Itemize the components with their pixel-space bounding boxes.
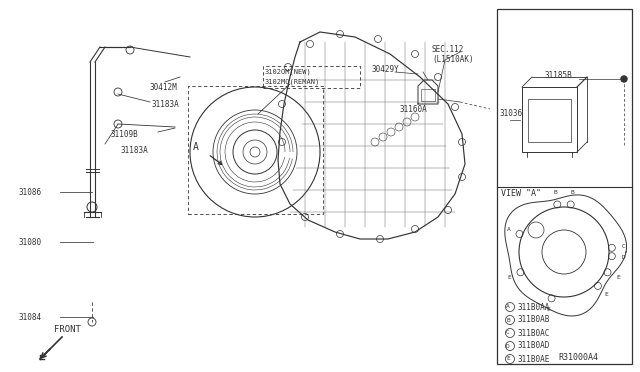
Text: A: A	[193, 142, 199, 152]
Text: 30429Y: 30429Y	[372, 64, 400, 74]
Text: 31036: 31036	[500, 109, 523, 118]
Text: 31084: 31084	[18, 312, 41, 321]
Text: B: B	[506, 317, 510, 323]
Text: 3102MQ(REMAN): 3102MQ(REMAN)	[265, 79, 320, 85]
Bar	[421, 89, 435, 101]
Text: 3102OM(NEW): 3102OM(NEW)	[265, 69, 312, 75]
Text: E: E	[616, 275, 620, 280]
Text: B: B	[570, 190, 574, 195]
Text: 31109B: 31109B	[110, 129, 138, 138]
Text: R31000A4: R31000A4	[558, 353, 598, 362]
Text: 311B0AA: 311B0AA	[518, 302, 550, 311]
Text: 31183A: 31183A	[152, 99, 180, 109]
Text: E: E	[547, 307, 550, 312]
Text: 30412M: 30412M	[150, 83, 178, 92]
Text: E: E	[605, 292, 608, 297]
Text: 31160A: 31160A	[400, 105, 428, 113]
Text: C: C	[506, 330, 510, 336]
Bar	[522, 87, 577, 152]
Text: (L1510AK): (L1510AK)	[432, 55, 474, 64]
Text: 311B0AC: 311B0AC	[518, 328, 550, 337]
Text: 31185B: 31185B	[545, 71, 573, 80]
Text: 31080: 31080	[18, 237, 41, 247]
Text: D: D	[622, 255, 626, 260]
Text: 31183A: 31183A	[120, 145, 148, 154]
Text: SEC.112: SEC.112	[432, 45, 465, 54]
Bar	[497, 9, 632, 364]
Text: FRONT: FRONT	[54, 324, 81, 334]
Text: E: E	[506, 356, 510, 362]
Text: C: C	[622, 244, 626, 249]
Text: 31086: 31086	[18, 187, 41, 196]
Text: D: D	[506, 343, 510, 349]
Text: 311B0AE: 311B0AE	[518, 355, 550, 363]
Text: 311B0AD: 311B0AD	[518, 341, 550, 350]
Text: E: E	[508, 275, 511, 280]
Bar	[528, 99, 571, 142]
Text: VIEW "A": VIEW "A"	[501, 189, 541, 198]
Text: A: A	[506, 305, 510, 310]
Text: A: A	[506, 227, 510, 232]
Text: 311B0AB: 311B0AB	[518, 315, 550, 324]
Text: B: B	[554, 190, 557, 195]
Circle shape	[621, 76, 627, 82]
